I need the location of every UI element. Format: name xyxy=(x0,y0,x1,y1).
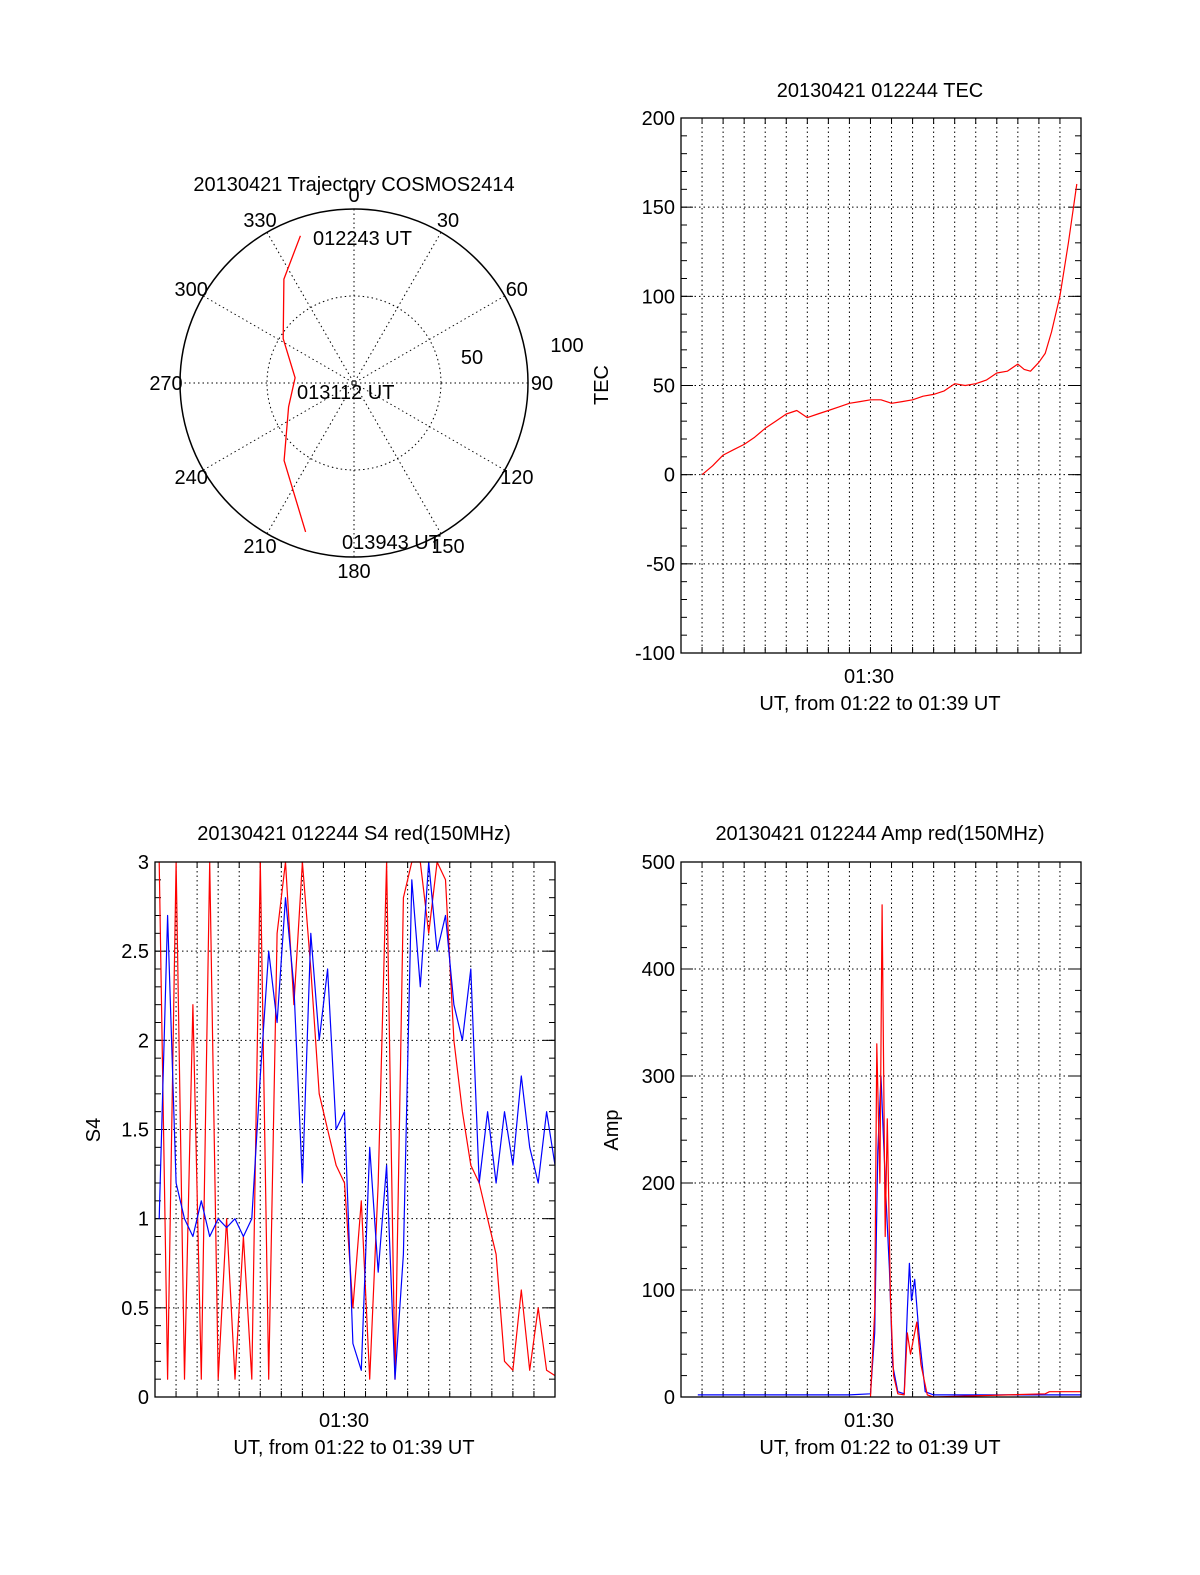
series-line xyxy=(158,861,556,1380)
radius-label-50: 50 xyxy=(461,347,483,369)
annotation-end-time: 013943 UT xyxy=(342,532,441,554)
amp-ylabel: Amp xyxy=(601,1109,623,1150)
y-tick-label: 400 xyxy=(642,959,675,981)
s4-grid xyxy=(155,862,555,1397)
y-tick-label: 2 xyxy=(138,1030,149,1052)
s4-xlabel: UT, from 01:22 to 01:39 UT xyxy=(233,1437,474,1459)
tec-title: 20130421 012244 TEC xyxy=(777,80,983,102)
annotation-mid-time: 013112 UT xyxy=(297,382,394,404)
y-tick-label: 150 xyxy=(642,197,675,219)
y-tick-label: 2.5 xyxy=(121,941,149,963)
tec-series xyxy=(701,183,1078,476)
y-tick-label: 1 xyxy=(138,1209,149,1231)
s4-panel: 20130421 012244 S4 red(150MHz) 0 0.5 1 1.5 2… xyxy=(83,823,556,1459)
y-tick-label: 0 xyxy=(138,1387,149,1409)
amp-xtick-label: 01:30 xyxy=(844,1410,894,1432)
tec-grid xyxy=(681,118,1081,653)
tec-plot-frame xyxy=(680,117,1082,654)
series-line xyxy=(697,1075,1081,1396)
y-tick-label: 3 xyxy=(138,852,149,874)
polar-angle-label: 330 xyxy=(243,210,276,232)
amp-plot-frame xyxy=(680,861,1082,1398)
amp-panel: 20130421 012244 Amp red(150MHz) 0 100 200 3… xyxy=(601,823,1082,1459)
y-tick-label: 100 xyxy=(642,1280,675,1302)
polar-angle-label: 0 xyxy=(348,185,359,207)
s4-xtick-label: 01:30 xyxy=(319,1410,369,1432)
polar-angle-label: 120 xyxy=(500,467,533,489)
y-tick-label: 100 xyxy=(642,286,675,308)
amp-series xyxy=(697,904,1081,1398)
polar-angle-label: 270 xyxy=(149,373,182,395)
y-tick-label: 200 xyxy=(642,108,675,130)
s4-plot-frame xyxy=(154,861,556,1398)
series-line xyxy=(701,183,1078,476)
tec-xtick-label: 01:30 xyxy=(844,666,894,688)
y-tick-label: 200 xyxy=(642,1173,675,1195)
amp-axis-ticks: 0 100 200 300 400 500 xyxy=(642,852,1081,1409)
polar-angle-label: 60 xyxy=(506,279,528,301)
polar-angle-label: 180 xyxy=(337,561,370,583)
series-line xyxy=(158,861,556,1380)
polar-angle-label: 90 xyxy=(531,373,553,395)
polar-angle-label: 30 xyxy=(437,210,459,232)
tec-axis-ticks: -100 -50 0 50 100 150 200 xyxy=(635,108,1081,665)
radius-label-100: 100 xyxy=(550,335,583,357)
amp-title: 20130421 012244 Amp red(150MHz) xyxy=(715,823,1044,845)
y-tick-label: 50 xyxy=(653,376,675,398)
y-tick-label: 300 xyxy=(642,1066,675,1088)
s4-series xyxy=(158,861,556,1380)
s4-ylabel: S4 xyxy=(83,1118,105,1142)
polar-angle-label: 150 xyxy=(431,536,464,558)
y-tick-label: 500 xyxy=(642,852,675,874)
trajectory-panel: 20130421 Trajectory COSMOS2414 0 30 60 90 12… xyxy=(149,174,583,583)
y-tick-label: 0.5 xyxy=(121,1298,149,1320)
trajectory-track xyxy=(282,235,307,533)
tec-ylabel: TEC xyxy=(591,365,613,405)
s4-title: 20130421 012244 S4 red(150MHz) xyxy=(197,823,511,845)
y-tick-label: -50 xyxy=(646,554,675,576)
tec-panel: 20130421 012244 TEC -100-50050100150200 … xyxy=(591,80,1082,715)
y-tick-label: -100 xyxy=(635,643,675,665)
annotation-start-time: 012243 UT xyxy=(313,228,412,250)
amp-grid xyxy=(681,862,1081,1397)
y-tick-label: 1.5 xyxy=(121,1120,149,1142)
y-tick-label: 0 xyxy=(664,465,675,487)
polar-angle-label: 240 xyxy=(174,467,207,489)
trajectory-title: 20130421 Trajectory COSMOS2414 xyxy=(193,174,514,196)
trajectory-angle-labels: 0 30 60 90 120 150 180 210 240 270 300 330 xyxy=(149,185,553,583)
tec-xlabel: UT, from 01:22 to 01:39 UT xyxy=(759,693,1000,715)
series-line xyxy=(869,904,1081,1398)
polar-angle-label: 300 xyxy=(174,279,207,301)
polar-angle-label: 210 xyxy=(243,536,276,558)
amp-xlabel: UT, from 01:22 to 01:39 UT xyxy=(759,1437,1000,1459)
y-tick-label: 0 xyxy=(664,1387,675,1409)
